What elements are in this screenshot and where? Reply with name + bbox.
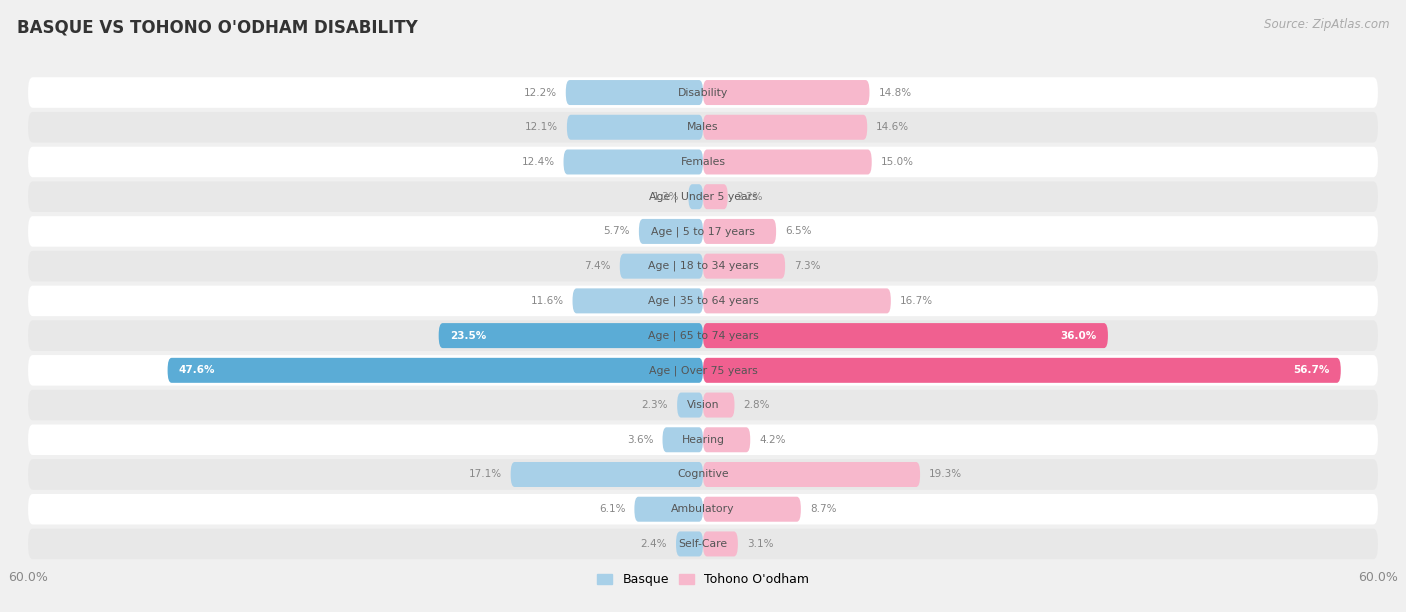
Text: 4.2%: 4.2% bbox=[759, 435, 786, 445]
Text: 56.7%: 56.7% bbox=[1294, 365, 1330, 375]
Text: 2.2%: 2.2% bbox=[737, 192, 763, 202]
Text: 12.2%: 12.2% bbox=[523, 88, 557, 97]
FancyBboxPatch shape bbox=[662, 427, 703, 452]
Text: 5.7%: 5.7% bbox=[603, 226, 630, 236]
FancyBboxPatch shape bbox=[28, 355, 1378, 386]
FancyBboxPatch shape bbox=[28, 286, 1378, 316]
Text: 2.4%: 2.4% bbox=[641, 539, 666, 549]
Text: 17.1%: 17.1% bbox=[468, 469, 502, 479]
Text: Source: ZipAtlas.com: Source: ZipAtlas.com bbox=[1264, 18, 1389, 31]
Text: 1.3%: 1.3% bbox=[652, 192, 679, 202]
FancyBboxPatch shape bbox=[703, 253, 785, 278]
FancyBboxPatch shape bbox=[689, 184, 703, 209]
Text: Age | Over 75 years: Age | Over 75 years bbox=[648, 365, 758, 376]
Text: 12.1%: 12.1% bbox=[524, 122, 558, 132]
FancyBboxPatch shape bbox=[28, 216, 1378, 247]
Text: Self-Care: Self-Care bbox=[679, 539, 727, 549]
FancyBboxPatch shape bbox=[703, 462, 920, 487]
FancyBboxPatch shape bbox=[634, 497, 703, 521]
Text: Males: Males bbox=[688, 122, 718, 132]
FancyBboxPatch shape bbox=[703, 80, 869, 105]
FancyBboxPatch shape bbox=[676, 531, 703, 556]
FancyBboxPatch shape bbox=[703, 358, 1341, 383]
Text: 47.6%: 47.6% bbox=[179, 365, 215, 375]
FancyBboxPatch shape bbox=[703, 427, 751, 452]
FancyBboxPatch shape bbox=[510, 462, 703, 487]
Text: Hearing: Hearing bbox=[682, 435, 724, 445]
Text: 16.7%: 16.7% bbox=[900, 296, 934, 306]
Text: Disability: Disability bbox=[678, 88, 728, 97]
Text: Age | 5 to 17 years: Age | 5 to 17 years bbox=[651, 226, 755, 237]
FancyBboxPatch shape bbox=[28, 459, 1378, 490]
Text: 36.0%: 36.0% bbox=[1060, 330, 1097, 341]
Text: 7.4%: 7.4% bbox=[585, 261, 610, 271]
FancyBboxPatch shape bbox=[28, 147, 1378, 177]
FancyBboxPatch shape bbox=[28, 112, 1378, 143]
FancyBboxPatch shape bbox=[703, 288, 891, 313]
FancyBboxPatch shape bbox=[565, 80, 703, 105]
Text: Ambulatory: Ambulatory bbox=[671, 504, 735, 514]
Text: 12.4%: 12.4% bbox=[522, 157, 554, 167]
FancyBboxPatch shape bbox=[439, 323, 703, 348]
FancyBboxPatch shape bbox=[638, 219, 703, 244]
FancyBboxPatch shape bbox=[703, 497, 801, 521]
FancyBboxPatch shape bbox=[564, 149, 703, 174]
Text: Age | 65 to 74 years: Age | 65 to 74 years bbox=[648, 330, 758, 341]
Text: 19.3%: 19.3% bbox=[929, 469, 962, 479]
Text: 23.5%: 23.5% bbox=[450, 330, 486, 341]
Text: 14.6%: 14.6% bbox=[876, 122, 910, 132]
Text: Cognitive: Cognitive bbox=[678, 469, 728, 479]
Text: Age | 18 to 34 years: Age | 18 to 34 years bbox=[648, 261, 758, 271]
FancyBboxPatch shape bbox=[28, 251, 1378, 282]
FancyBboxPatch shape bbox=[28, 77, 1378, 108]
FancyBboxPatch shape bbox=[28, 181, 1378, 212]
FancyBboxPatch shape bbox=[167, 358, 703, 383]
Text: 11.6%: 11.6% bbox=[530, 296, 564, 306]
FancyBboxPatch shape bbox=[703, 115, 868, 140]
Text: 6.5%: 6.5% bbox=[785, 226, 811, 236]
Text: 3.1%: 3.1% bbox=[747, 539, 773, 549]
FancyBboxPatch shape bbox=[703, 323, 1108, 348]
Text: 7.3%: 7.3% bbox=[794, 261, 821, 271]
FancyBboxPatch shape bbox=[28, 529, 1378, 559]
FancyBboxPatch shape bbox=[28, 494, 1378, 524]
FancyBboxPatch shape bbox=[703, 531, 738, 556]
Text: Females: Females bbox=[681, 157, 725, 167]
Legend: Basque, Tohono O'odham: Basque, Tohono O'odham bbox=[592, 568, 814, 591]
Text: Vision: Vision bbox=[686, 400, 720, 410]
Text: 2.8%: 2.8% bbox=[744, 400, 770, 410]
Text: BASQUE VS TOHONO O'ODHAM DISABILITY: BASQUE VS TOHONO O'ODHAM DISABILITY bbox=[17, 18, 418, 36]
FancyBboxPatch shape bbox=[28, 390, 1378, 420]
Text: 3.6%: 3.6% bbox=[627, 435, 654, 445]
FancyBboxPatch shape bbox=[678, 392, 703, 417]
Text: Age | 35 to 64 years: Age | 35 to 64 years bbox=[648, 296, 758, 306]
FancyBboxPatch shape bbox=[703, 184, 728, 209]
Text: 14.8%: 14.8% bbox=[879, 88, 911, 97]
FancyBboxPatch shape bbox=[620, 253, 703, 278]
Text: 15.0%: 15.0% bbox=[880, 157, 914, 167]
FancyBboxPatch shape bbox=[703, 219, 776, 244]
Text: 6.1%: 6.1% bbox=[599, 504, 626, 514]
FancyBboxPatch shape bbox=[703, 392, 734, 417]
Text: 8.7%: 8.7% bbox=[810, 504, 837, 514]
FancyBboxPatch shape bbox=[703, 149, 872, 174]
FancyBboxPatch shape bbox=[567, 115, 703, 140]
FancyBboxPatch shape bbox=[28, 320, 1378, 351]
FancyBboxPatch shape bbox=[28, 425, 1378, 455]
Text: 2.3%: 2.3% bbox=[641, 400, 668, 410]
FancyBboxPatch shape bbox=[572, 288, 703, 313]
Text: Age | Under 5 years: Age | Under 5 years bbox=[648, 192, 758, 202]
